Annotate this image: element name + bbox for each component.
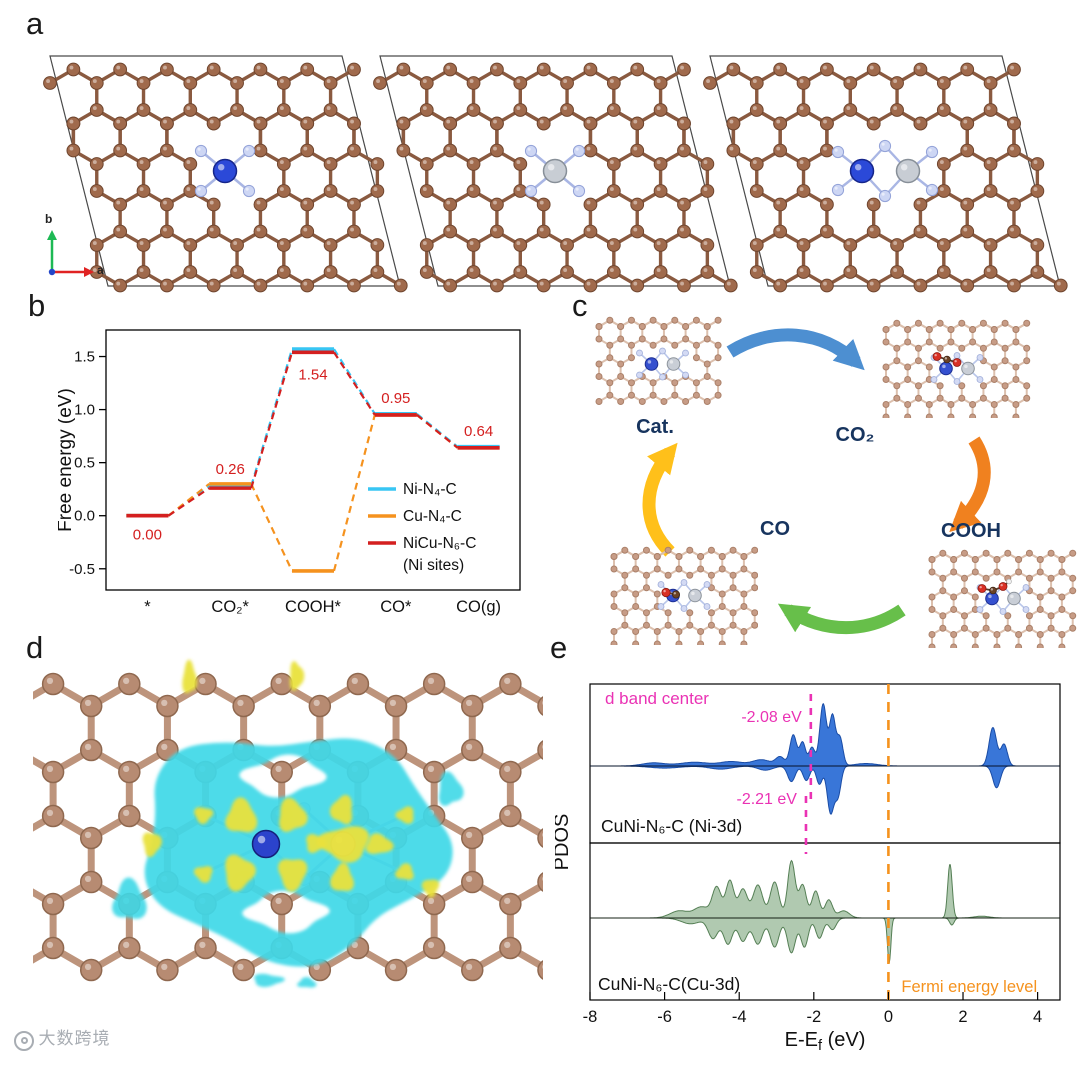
arrow-cat-to-co2 xyxy=(726,328,865,371)
svg-text:Ni-N₄-C: Ni-N₄-C xyxy=(403,481,457,498)
mini-metal-site xyxy=(930,352,984,385)
svg-text:2: 2 xyxy=(958,1008,967,1026)
mini-lattice xyxy=(595,316,722,405)
panel-label-b: b xyxy=(28,288,46,323)
graphene-lattice xyxy=(703,62,1068,293)
axis-b-arrow-icon xyxy=(47,230,57,240)
svg-text:CuNi-N₆-C(Cu-3d): CuNi-N₆-C(Cu-3d) xyxy=(598,974,740,994)
svg-text:-8: -8 xyxy=(583,1008,598,1026)
svg-text:CO*: CO* xyxy=(380,598,412,616)
panel-a-structure-models xyxy=(43,55,1068,293)
svg-text:-2.08 eV: -2.08 eV xyxy=(741,709,802,726)
molecule-cooh-adsorbed xyxy=(928,549,1077,648)
energy-annotation: 0.64 xyxy=(464,423,493,440)
svg-text:COOH*: COOH* xyxy=(285,598,342,616)
svg-text:(Ni sites): (Ni sites) xyxy=(403,557,464,574)
pdos-spin-down-1 xyxy=(590,917,1060,964)
pdos-spin-up-1 xyxy=(590,859,1060,919)
charge-depletion-isosurface-cyan xyxy=(112,738,464,988)
cycle-label-co2: CO₂ xyxy=(835,424,875,446)
svg-text:E-Ef (eV): E-Ef (eV) xyxy=(785,1029,866,1054)
energy-annotation: 0.00 xyxy=(133,527,162,544)
svg-text:NiCu-N₆-C: NiCu-N₆-C xyxy=(403,535,476,552)
svg-text:-4: -4 xyxy=(732,1008,747,1026)
svg-text:Cu-N₄-C: Cu-N₄-C xyxy=(403,508,462,525)
svg-text:CO₂*: CO₂* xyxy=(211,598,249,616)
mini-lattice xyxy=(882,319,1031,418)
axis-a-arrow-icon xyxy=(84,267,94,277)
molecule-co-adsorbed xyxy=(610,546,758,645)
charge-density-difference xyxy=(33,659,543,988)
svg-text:PDOS: PDOS xyxy=(555,814,573,871)
series-NiCu-N₆-C xyxy=(126,350,500,518)
mini-metal-site xyxy=(636,347,689,381)
arrow-cooh-to-co xyxy=(777,603,906,635)
svg-text:CuNi-N₆-C (Ni-3d): CuNi-N₆-C (Ni-3d) xyxy=(601,816,742,836)
svg-text:-2: -2 xyxy=(806,1008,821,1026)
energy-annotation: 1.54 xyxy=(298,366,327,383)
cycle-label-cat: Cat. xyxy=(636,416,674,438)
energy-annotation: 0.95 xyxy=(381,390,410,407)
pdos-cu-panel-frame xyxy=(589,842,1061,1001)
mini-metal-site xyxy=(657,579,711,612)
charge-accumulation-isosurface-yellow xyxy=(142,659,440,898)
arrow-co-to-cat xyxy=(642,442,678,557)
plot-frame xyxy=(105,329,521,591)
crystal-axis-b-label: b xyxy=(45,212,53,226)
cycle-label-co: CO xyxy=(760,518,790,540)
crystal-axis-a-label: a xyxy=(97,263,104,277)
watermark: 大数跨境 xyxy=(14,1024,110,1051)
panel-label-c: c xyxy=(572,288,588,323)
svg-text:-2.21 eV: -2.21 eV xyxy=(736,791,797,808)
svg-text:-0.5: -0.5 xyxy=(69,561,95,578)
mini-lattice xyxy=(610,546,758,645)
metal-n-site xyxy=(524,144,586,198)
svg-text:0.0: 0.0 xyxy=(74,508,95,525)
svg-text:0: 0 xyxy=(884,1008,893,1026)
watermark-text: 大数跨境 xyxy=(38,1029,111,1048)
panel-label-d: d xyxy=(26,630,44,665)
legend: Ni-N₄-C Cu-N₄-C NiCu-N₆-C (Ni sites) xyxy=(368,481,476,574)
svg-text:Fermi energy level: Fermi energy level xyxy=(901,978,1037,996)
panel-label-a: a xyxy=(26,6,44,41)
svg-text:d band center: d band center xyxy=(605,689,709,708)
ni-atom xyxy=(251,829,281,859)
free-energy-chart: -0.5 0.0 0.5 1.0 1.5 * CO₂* COOH* CO* CO(g) Free e… xyxy=(58,329,521,616)
axis-indicator xyxy=(47,230,94,277)
svg-text:-6: -6 xyxy=(657,1008,672,1026)
mini-lattice xyxy=(928,549,1077,648)
catalytic-cycle-arrows xyxy=(642,328,991,635)
pdos-spin-down-0 xyxy=(590,765,1060,815)
svg-text:1.0: 1.0 xyxy=(74,402,95,419)
svg-text:1.5: 1.5 xyxy=(74,349,95,366)
panel-label-e: e xyxy=(550,630,568,665)
arrow-co2-to-cooh xyxy=(949,436,991,533)
graphene-lattice xyxy=(43,62,408,293)
molecule-co2-adsorbed xyxy=(882,319,1031,418)
unit-cell-frame xyxy=(709,55,1061,287)
watermark-logo-icon xyxy=(14,1030,34,1051)
pdos-spin-up-0 xyxy=(590,703,1060,767)
cycle-label-cooh: COOH xyxy=(941,520,1001,542)
mini-metal-site xyxy=(976,578,1030,615)
graphene-lattice xyxy=(373,62,738,293)
metal-n-site xyxy=(831,139,939,203)
svg-text:CO(g): CO(g) xyxy=(456,598,501,616)
metal-n-site xyxy=(194,144,256,198)
molecule-catalyst xyxy=(595,316,722,405)
svg-text:4: 4 xyxy=(1033,1008,1042,1026)
svg-text:*: * xyxy=(144,598,151,616)
svg-text:Free energy (eV): Free energy (eV) xyxy=(58,388,76,532)
svg-text:0.5: 0.5 xyxy=(74,455,95,472)
energy-annotation: 0.26 xyxy=(216,461,245,478)
pdos-chart: d band center -2.08 eV -2.21 eV CuNi-N₆-C (… xyxy=(555,683,1061,1054)
